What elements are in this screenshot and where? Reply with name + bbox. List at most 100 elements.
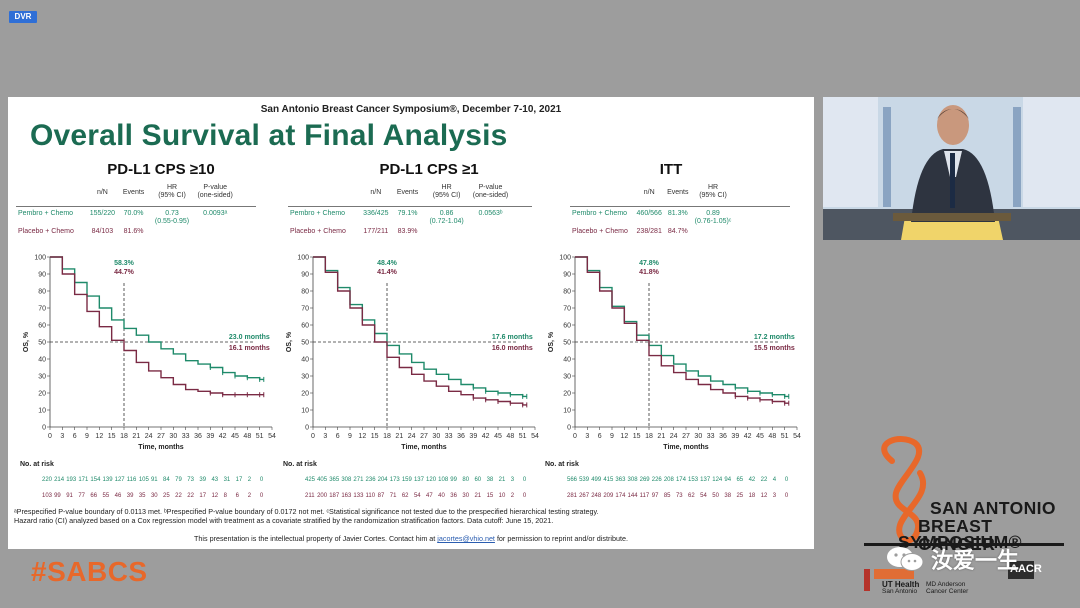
risk-value-pembro: 3 (511, 477, 515, 483)
watermark-text: 汝爱一生 (931, 548, 1020, 573)
x-tick-label: 42 (744, 433, 752, 440)
risk-value-pembro: 499 (591, 477, 602, 483)
property-note: This presentation is the intellectual pr… (8, 534, 814, 543)
x-tick-label: 15 (108, 433, 116, 440)
median-label-pembro: 17.6 months (492, 334, 533, 341)
x-tick-label: 18 (645, 433, 653, 440)
risk-value-pembro: 65 (736, 477, 743, 483)
events-value: 84.7% (667, 228, 688, 235)
y-tick-label: 100 (559, 255, 571, 262)
y-tick-label: 40 (563, 357, 571, 364)
contact-email-link[interactable]: jacortes@vhio.net (437, 534, 495, 543)
risk-value-placebo: 47 (426, 493, 433, 499)
risk-value-placebo: 50 (712, 493, 719, 499)
risk-value-pembro: 139 (103, 477, 114, 483)
stats-header: n/N Events HR (95% CI) (570, 184, 790, 204)
x-tick-label: 27 (157, 433, 165, 440)
risk-value-pembro: 425 (305, 477, 316, 483)
x-tick-label: 45 (494, 433, 502, 440)
x-tick-label: 12 (358, 433, 366, 440)
y-tick-label: 70 (38, 306, 46, 313)
risk-value-placebo: 99 (54, 493, 61, 499)
pembro-curve (575, 256, 789, 398)
stats-col-header-hr: HR (95% CI) (158, 184, 186, 199)
footnote-line-1: ᵃPrespecified P-value boundary of 0.0113… (14, 507, 599, 516)
risk-value-placebo: 25 (736, 493, 743, 499)
risk-value-pembro: 17 (236, 477, 243, 483)
x-tick-label: 6 (73, 433, 77, 440)
y-tick-label: 40 (38, 357, 46, 364)
risk-value-pembro: 154 (90, 477, 101, 483)
nn-value: 336/425 (363, 210, 389, 217)
x-tick-label: 48 (506, 433, 514, 440)
x-axis-label: Time, months (138, 444, 183, 451)
stats-header: n/N Events HR (95% CI) P-value (one-sided) (288, 184, 532, 204)
x-tick-label: 54 (531, 433, 539, 440)
risk-value-placebo: 117 (640, 493, 650, 499)
risk-value-placebo: 46 (115, 493, 122, 499)
risk-value-placebo: 21 (474, 493, 481, 499)
risk-value-pembro: 236 (366, 477, 377, 483)
y-tick-label: 10 (301, 408, 309, 415)
x-tick-label: 18 (120, 433, 128, 440)
risk-value-pembro: 73 (187, 477, 194, 483)
y-tick-label: 70 (301, 306, 309, 313)
y-tick-label: 0 (567, 425, 571, 432)
median-label-placebo: 16.1 months (229, 345, 270, 352)
risk-value-placebo: 0 (260, 493, 264, 499)
p-value: 0.0093ᵃ (203, 210, 228, 217)
stats-row: Placebo + Chemo 238/281 84.7% (570, 228, 790, 242)
x-tick-label: 21 (657, 433, 665, 440)
risk-value-pembro: 31 (224, 477, 231, 483)
risk-value-placebo: 209 (603, 493, 614, 499)
x-tick-label: 42 (219, 433, 227, 440)
x-tick-label: 36 (719, 433, 727, 440)
x-tick-label: 3 (60, 433, 64, 440)
risk-value-pembro: 39 (199, 477, 206, 483)
partner-ut-health: UT Health San Antonio (882, 580, 920, 596)
risk-value-pembro: 365 (329, 477, 340, 483)
stats-row: Placebo + Chemo 177/211 83.9% (288, 228, 532, 242)
footnote-line-2: Hazard ratio (CI) analyzed based on a Co… (14, 516, 554, 525)
y-tick-label: 60 (563, 323, 571, 330)
risk-value-placebo: 97 (652, 493, 659, 499)
risk-value-pembro: 80 (462, 477, 469, 483)
hashtag: #SABCS (31, 556, 148, 587)
y-tick-label: 50 (563, 340, 571, 347)
arm-name: Pembro + Chemo (572, 210, 628, 217)
hr-value: 0.89 (0.76-1.05)ᶜ (694, 210, 732, 225)
risk-value-placebo: 66 (90, 493, 97, 499)
x-tick-label: 21 (395, 433, 403, 440)
risk-value-placebo: 110 (366, 493, 376, 499)
risk-value-pembro: 79 (175, 477, 182, 483)
risk-value-placebo: 6 (236, 493, 240, 499)
x-tick-label: 36 (194, 433, 202, 440)
stats-col-header-p: P-value (one-sided) (472, 184, 509, 199)
y-tick-label: 40 (301, 357, 309, 364)
y-tick-label: 60 (301, 323, 309, 330)
risk-value-placebo: 22 (175, 493, 182, 499)
y-tick-label: 50 (301, 340, 309, 347)
risk-value-pembro: 269 (640, 477, 651, 483)
y-tick-label: 90 (38, 272, 46, 279)
risk-value-placebo: 103 (42, 493, 53, 499)
landmark-label-pembro: 47.8% (639, 260, 660, 267)
x-tick-label: 39 (469, 433, 477, 440)
x-tick-label: 54 (268, 433, 276, 440)
y-tick-label: 80 (301, 289, 309, 296)
risk-value-placebo: 35 (139, 493, 146, 499)
risk-value-pembro: 116 (127, 477, 137, 483)
slide-title: Overall Survival at Final Analysis (30, 119, 508, 152)
risk-value-placebo: 2 (248, 493, 252, 499)
y-tick-label: 30 (38, 374, 46, 381)
logo-line-1: SAN ANTONIO (930, 498, 1056, 518)
median-label-pembro: 23.0 months (229, 334, 270, 341)
risk-value-placebo: 39 (127, 493, 134, 499)
x-tick-label: 24 (408, 433, 416, 440)
risk-value-pembro: 38 (487, 477, 494, 483)
landmark-label-placebo: 41.4% (377, 269, 398, 276)
logo-line-2: BREAST CANCER (918, 516, 996, 554)
risk-value-placebo: 62 (402, 493, 409, 499)
risk-value-pembro: 2 (248, 477, 252, 483)
